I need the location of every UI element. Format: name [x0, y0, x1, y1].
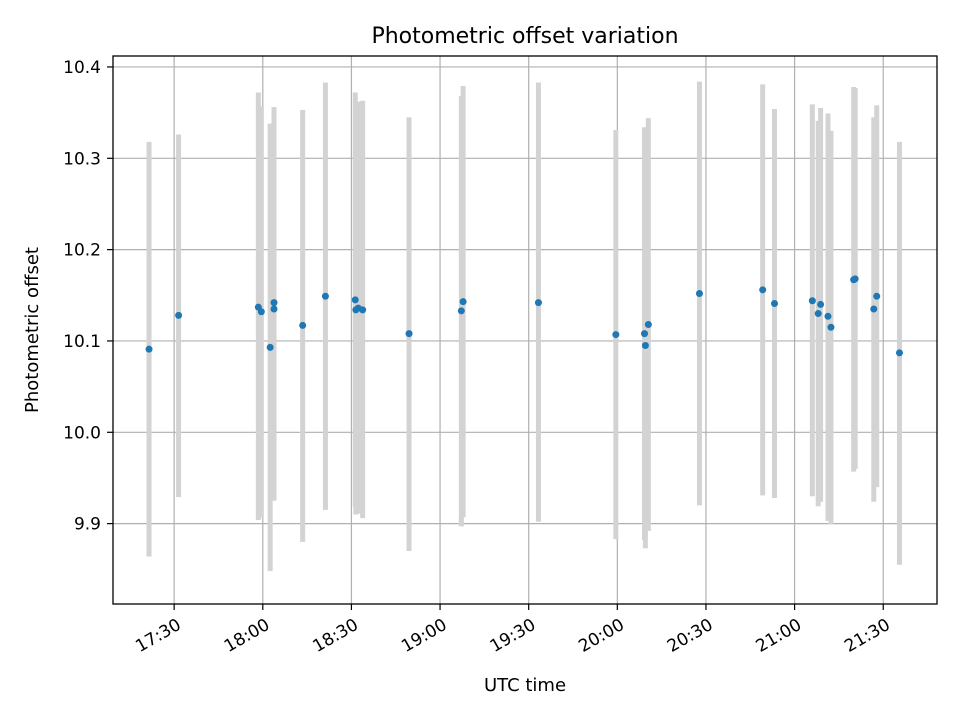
data-point: [321, 292, 329, 300]
data-point: [641, 342, 649, 350]
data-point: [771, 300, 779, 308]
data-points: [145, 275, 903, 357]
data-point: [351, 296, 359, 304]
data-point: [270, 305, 278, 313]
data-point: [870, 305, 878, 313]
data-point: [459, 298, 467, 306]
data-point: [851, 275, 859, 283]
data-point: [266, 343, 274, 351]
data-point: [759, 286, 767, 294]
data-point: [257, 308, 265, 316]
data-point: [299, 321, 307, 329]
data-point: [644, 321, 652, 329]
chart-title: Photometric offset variation: [371, 24, 678, 49]
data-point: [534, 299, 542, 307]
y-tick-label: 10.3: [63, 149, 101, 169]
data-point: [808, 297, 816, 305]
data-point: [405, 330, 413, 338]
y-tick-label: 10.4: [63, 58, 101, 78]
y-tick-label: 10.0: [63, 423, 101, 443]
data-point: [612, 331, 620, 339]
data-point: [457, 307, 465, 315]
y-tick-label: 9.9: [74, 515, 101, 535]
y-axis-label: Photometric offset: [22, 247, 43, 413]
data-point: [695, 289, 703, 297]
plot-frame: [112, 55, 938, 605]
y-tick-label: 10.2: [63, 241, 101, 261]
data-point: [895, 349, 903, 357]
y-tick-label: 10.1: [63, 332, 101, 352]
data-point: [359, 306, 367, 314]
data-point: [817, 300, 825, 308]
data-point: [827, 323, 835, 331]
data-point: [270, 299, 278, 307]
data-point: [175, 311, 183, 319]
data-point: [145, 345, 153, 353]
data-point: [641, 330, 649, 338]
x-axis-label: UTC time: [484, 675, 566, 696]
data-point: [873, 292, 881, 300]
data-point: [824, 312, 832, 320]
data-point: [814, 310, 822, 318]
